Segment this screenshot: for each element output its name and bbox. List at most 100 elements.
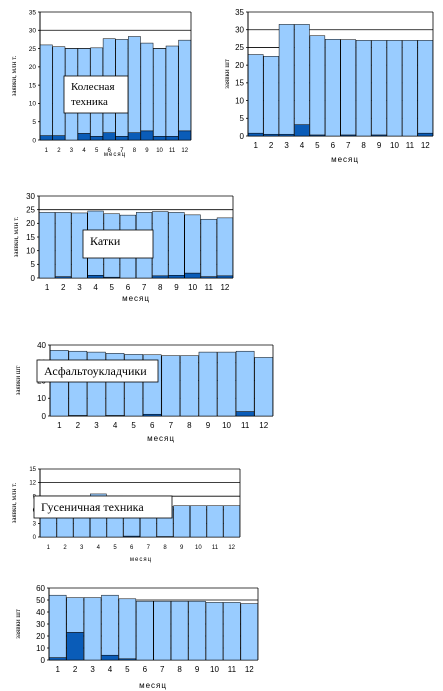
x-tick-label: 12	[181, 148, 188, 154]
x-tick-label: 8	[187, 421, 192, 430]
x-tick-label: 1	[45, 148, 49, 154]
bar-segment-light	[170, 600, 189, 661]
x-tick-label: 6	[143, 665, 148, 674]
x-tick-label: 9	[145, 148, 149, 154]
y-tick-label: 15	[26, 233, 35, 242]
bar-segment-light	[136, 600, 154, 661]
y-tick-label: 0	[32, 137, 36, 144]
bar-segment-dark	[52, 135, 66, 141]
bar-segment-light	[184, 214, 201, 274]
y-tick-label: 10	[26, 246, 35, 255]
bar-segment-light	[188, 600, 206, 661]
chart-5: 03691215123456789101112месяцзаявки, млн …	[10, 467, 241, 563]
x-tick-label: 3	[284, 141, 289, 150]
bar-segment-light	[161, 355, 181, 417]
bar-segment-dark	[247, 132, 264, 137]
bar-segment-light	[340, 39, 356, 136]
y-tick-label: 25	[26, 205, 35, 214]
x-tick-label: 6	[108, 148, 112, 154]
x-tick-label: 6	[126, 283, 131, 292]
x-tick-label: 5	[125, 665, 130, 674]
y-tick-label: 5	[31, 260, 36, 269]
y-tick-label: 15	[235, 79, 244, 88]
bar-segment-dark	[77, 133, 91, 141]
bar-segment-light	[165, 45, 179, 137]
y-tick-label: 30	[36, 620, 45, 629]
bar-segment-light	[386, 40, 403, 137]
x-tick-label: 9	[377, 141, 382, 150]
bar-segment-light	[66, 597, 84, 633]
bar-segment-light	[178, 39, 192, 132]
bar-segment-light	[402, 40, 418, 137]
x-tick-label: 3	[90, 665, 95, 674]
bar-segment-dark	[294, 124, 310, 137]
bar-segment-light	[325, 39, 341, 137]
y-tick-label: 20	[36, 632, 45, 641]
y-tick-label: 0	[41, 656, 46, 665]
bar-segment-light	[278, 24, 295, 135]
bar-segment-light	[371, 40, 387, 136]
bar-segment-dark	[263, 133, 279, 137]
bar-segment-dark	[278, 133, 295, 137]
x-tick-label: 4	[93, 283, 98, 292]
bar-segment-light	[83, 597, 102, 661]
x-tick-label: 5	[110, 283, 115, 292]
bar-segment-dark	[140, 130, 154, 141]
bar-segment-light	[101, 594, 119, 656]
bar-segment-light	[200, 218, 217, 277]
bar-segment-light	[355, 40, 372, 137]
x-tick-label: 11	[205, 283, 214, 292]
bar-segment-dark	[87, 275, 104, 279]
x-tick-label: 2	[57, 148, 61, 154]
x-axis-title: месяц	[104, 152, 126, 158]
y-tick-label: 0	[240, 132, 245, 141]
bar-segment-light	[206, 505, 224, 538]
x-tick-label: 11	[212, 545, 219, 551]
x-tick-label: 6	[331, 141, 336, 150]
x-tick-label: 1	[47, 545, 51, 551]
bar-segment-light	[217, 351, 236, 417]
y-tick-label: 0	[42, 412, 47, 421]
bar-segment-light	[153, 48, 166, 137]
bar-segment-dark	[66, 632, 84, 661]
title-box	[33, 495, 173, 519]
x-tick-label: 2	[269, 141, 274, 150]
bar-segment-light	[223, 602, 241, 661]
bar-segment-dark	[153, 136, 166, 141]
y-tick-label: 0	[33, 535, 37, 541]
y-tick-label: 20	[26, 219, 35, 228]
x-axis-title: месяц	[122, 294, 150, 303]
y-tick-label: 5	[32, 119, 36, 126]
bar-segment-dark	[165, 136, 179, 141]
y-tick-label: 50	[36, 596, 45, 605]
y-tick-label: 30	[29, 28, 37, 35]
bar-segment-light	[223, 505, 240, 538]
bar-segment-light	[55, 212, 72, 277]
y-axis-title: заявки шт	[14, 366, 22, 396]
y-tick-label: 0	[31, 274, 36, 283]
y-tick-label: 25	[29, 46, 37, 53]
x-tick-label: 5	[95, 148, 99, 154]
y-tick-label: 60	[36, 584, 45, 593]
x-tick-label: 11	[406, 141, 415, 150]
bar-segment-dark	[168, 275, 185, 279]
x-tick-label: 7	[346, 141, 351, 150]
x-tick-label: 9	[174, 283, 179, 292]
y-tick-label: 30	[26, 192, 35, 201]
bar-segment-dark	[49, 657, 67, 661]
x-tick-label: 12	[421, 141, 430, 150]
bar-segment-light	[128, 36, 141, 133]
bar-segment-dark	[142, 413, 162, 417]
x-tick-label: 3	[80, 545, 84, 551]
bar-segment-dark	[235, 411, 255, 417]
bar-segment-light	[52, 46, 66, 136]
x-tick-label: 2	[73, 665, 78, 674]
x-tick-label: 10	[222, 421, 231, 430]
y-tick-label: 35	[235, 8, 244, 17]
y-axis-title: заявки, млн т.	[12, 216, 20, 257]
x-tick-label: 1	[45, 283, 50, 292]
y-tick-label: 10	[36, 644, 45, 653]
bar-segment-light	[38, 212, 56, 279]
x-tick-label: 9	[206, 421, 211, 430]
